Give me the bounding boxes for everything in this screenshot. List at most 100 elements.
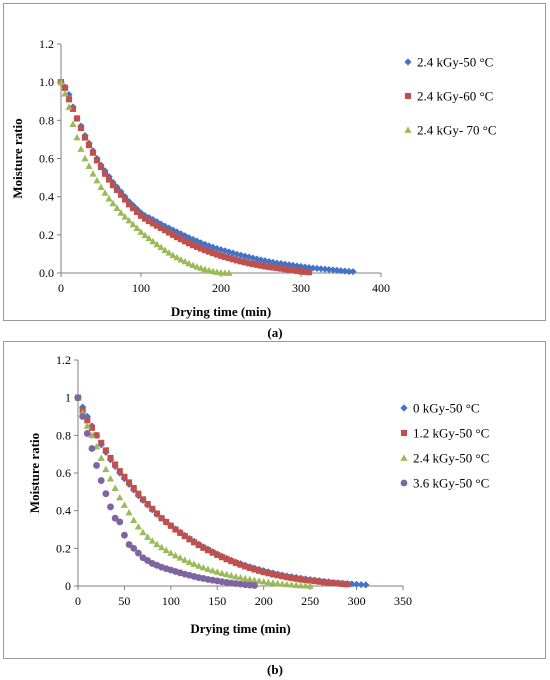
- data-point: [185, 240, 193, 247]
- x-tick-label: 350: [394, 594, 412, 608]
- data-point: [313, 264, 321, 273]
- y-tick-label: 1: [65, 391, 71, 405]
- data-point: [93, 176, 101, 184]
- x-tick-label: 200: [255, 594, 273, 608]
- data-point: [116, 468, 123, 475]
- data-point: [105, 194, 113, 202]
- data-point: [278, 580, 286, 587]
- data-point: [165, 249, 173, 256]
- data-point: [125, 508, 133, 516]
- data-point: [93, 157, 101, 164]
- data-point: [189, 261, 197, 269]
- x-tick-label: 100: [132, 281, 150, 295]
- data-point: [225, 269, 233, 276]
- data-point: [321, 265, 329, 273]
- legend-label: 0 kGy-50 °C: [413, 401, 480, 416]
- data-point: [233, 257, 241, 264]
- data-point: [157, 543, 166, 551]
- y-tick-label: 0.2: [39, 228, 54, 242]
- data-point: [289, 267, 297, 274]
- data-point: [149, 505, 156, 512]
- data-point: [130, 485, 137, 492]
- data-point: [225, 255, 233, 262]
- data-point: [189, 242, 197, 249]
- data-point: [246, 575, 254, 583]
- data-point: [121, 196, 129, 203]
- data-point: [169, 231, 177, 238]
- y-tick-label: 0.4: [39, 190, 54, 204]
- legend-label: 2.4 kGy-50 °C: [413, 451, 489, 466]
- y-axis-title: Moisture ratio: [27, 433, 42, 513]
- data-point: [167, 522, 174, 529]
- data-point: [134, 549, 142, 557]
- data-point: [77, 145, 85, 152]
- data-point: [334, 580, 342, 587]
- data-point: [281, 266, 289, 273]
- series-3: [74, 394, 314, 589]
- y-tick-label: 0: [65, 579, 71, 593]
- data-point: [241, 259, 249, 266]
- data-point: [177, 256, 185, 263]
- data-point: [273, 264, 281, 272]
- data-point: [257, 262, 265, 269]
- data-point: [157, 243, 165, 251]
- data-point: [149, 237, 157, 245]
- y-tick-label: 0.0: [39, 266, 54, 280]
- legend-marker: [400, 404, 408, 412]
- data-point: [197, 264, 205, 271]
- data-point: [321, 579, 328, 586]
- data-point: [301, 582, 310, 589]
- data-point: [185, 558, 194, 565]
- data-point: [173, 253, 181, 261]
- data-point: [223, 556, 230, 563]
- data-point: [193, 263, 201, 270]
- x-tick-label: 250: [301, 594, 319, 608]
- data-point: [88, 424, 95, 431]
- data-point: [269, 579, 277, 586]
- data-point: [228, 558, 235, 565]
- data-point: [79, 413, 87, 420]
- data-point: [83, 422, 91, 429]
- data-point: [293, 575, 300, 582]
- data-point: [135, 490, 142, 497]
- data-point: [213, 251, 221, 258]
- data-point: [109, 199, 117, 207]
- data-point: [200, 544, 207, 551]
- data-point: [101, 189, 109, 196]
- data-point: [102, 447, 109, 454]
- data-point: [362, 581, 370, 589]
- data-point: [65, 90, 73, 99]
- data-point: [237, 561, 244, 568]
- data-point: [105, 176, 113, 183]
- data-point: [81, 154, 89, 162]
- legend-label: 2.4 kGy-50 °C: [417, 55, 493, 70]
- data-point: [133, 208, 141, 215]
- data-point: [325, 265, 333, 274]
- data-point: [279, 573, 286, 580]
- data-point: [141, 215, 149, 222]
- x-axis-title: Drying time (min): [171, 304, 271, 319]
- data-point: [237, 258, 245, 265]
- data-point: [209, 250, 217, 257]
- legend-label: 1.2 kGy-50 °C: [413, 426, 489, 441]
- data-point: [251, 566, 258, 573]
- data-point: [172, 526, 179, 533]
- data-point: [153, 510, 160, 517]
- y-tick-label: 1.2: [56, 353, 71, 367]
- data-point: [285, 266, 293, 273]
- data-point: [161, 227, 169, 234]
- data-point: [158, 515, 165, 522]
- data-point: [209, 549, 216, 556]
- data-point: [277, 265, 285, 272]
- data-point: [297, 581, 305, 589]
- data-point: [253, 261, 261, 268]
- legend-label: 2.4 kGy-60 °C: [417, 89, 493, 104]
- data-point: [177, 529, 184, 536]
- data-point: [269, 264, 277, 271]
- data-point: [306, 582, 314, 589]
- data-point: [245, 260, 253, 267]
- data-point: [73, 133, 81, 141]
- data-point: [329, 266, 337, 274]
- data-point: [302, 576, 309, 584]
- data-point: [227, 571, 235, 579]
